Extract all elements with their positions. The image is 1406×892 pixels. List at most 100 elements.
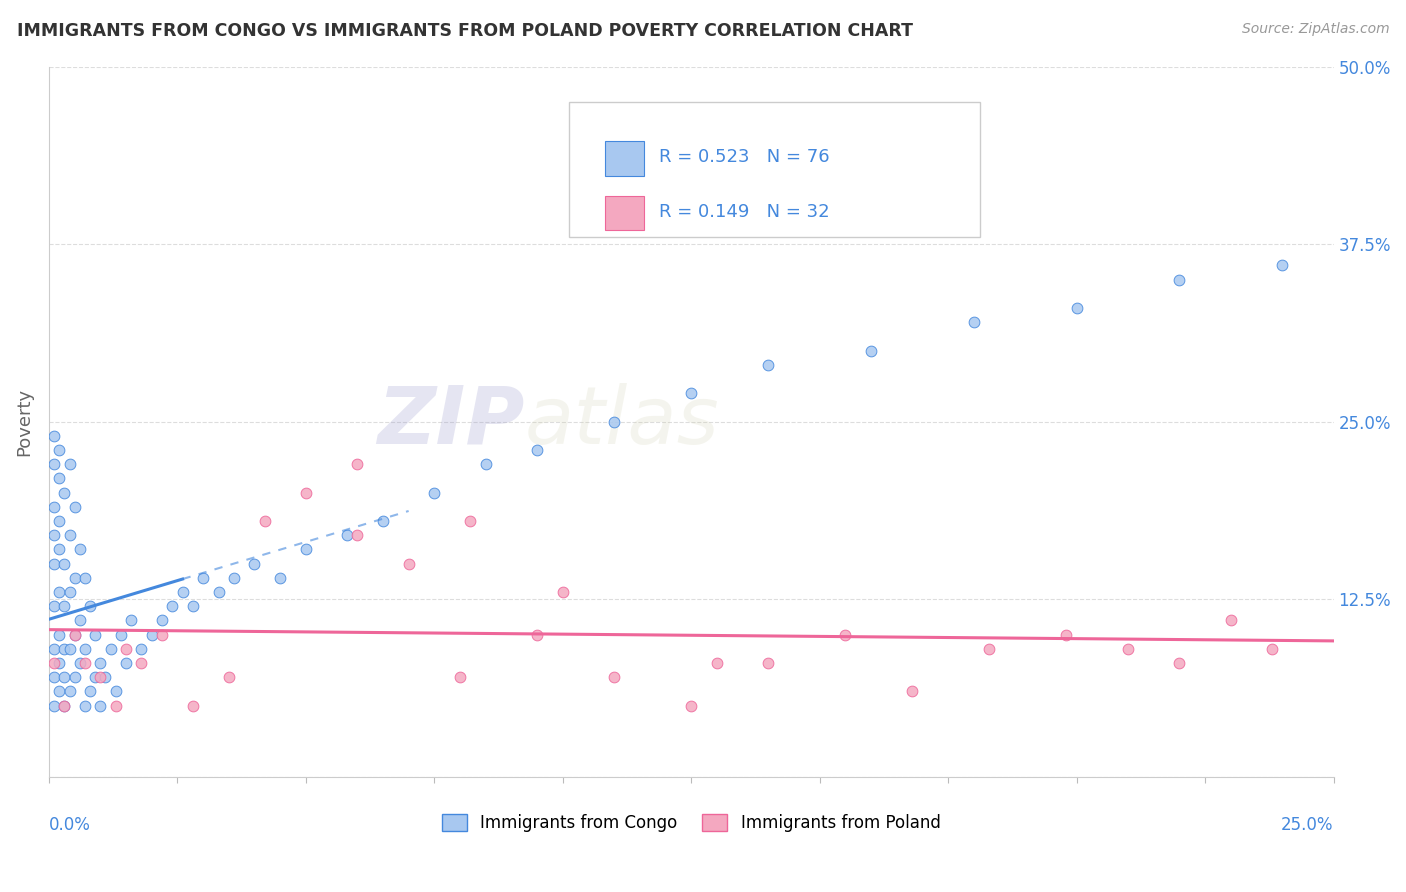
Point: [603, 415, 626, 429]
Point: [48, 471, 70, 485]
Point: [1054, 627, 1077, 641]
Point: [222, 571, 245, 585]
Point: [94, 670, 117, 684]
Point: [110, 627, 132, 641]
Point: [42, 641, 65, 656]
Point: [963, 315, 986, 329]
Point: [1374, 230, 1396, 244]
Point: [89, 656, 111, 670]
Point: [346, 457, 368, 471]
Point: [73, 698, 96, 713]
Point: [58, 684, 80, 698]
Point: [1219, 614, 1241, 628]
Point: [69, 614, 91, 628]
Text: R = 0.523   N = 76: R = 0.523 N = 76: [659, 148, 830, 167]
Point: [706, 656, 728, 670]
Point: [901, 684, 924, 698]
Point: [1261, 641, 1284, 656]
Point: [458, 514, 481, 528]
Point: [89, 698, 111, 713]
FancyBboxPatch shape: [605, 141, 644, 176]
Point: [860, 343, 883, 358]
Point: [346, 528, 368, 542]
Point: [53, 698, 76, 713]
Point: [423, 485, 446, 500]
Point: [115, 656, 138, 670]
Point: [162, 599, 184, 614]
Point: [42, 599, 65, 614]
Point: [218, 670, 240, 684]
Point: [84, 627, 107, 641]
Point: [1116, 641, 1139, 656]
Point: [79, 599, 101, 614]
Text: atlas: atlas: [524, 383, 718, 460]
Point: [756, 358, 779, 372]
Point: [131, 656, 153, 670]
Point: [681, 698, 703, 713]
Point: [181, 599, 204, 614]
Point: [191, 571, 214, 585]
Point: [42, 528, 65, 542]
Point: [53, 557, 76, 571]
Point: [42, 500, 65, 514]
Point: [73, 641, 96, 656]
Point: [69, 656, 91, 670]
Point: [58, 585, 80, 599]
Point: [104, 684, 127, 698]
Point: [69, 542, 91, 557]
Point: [63, 571, 86, 585]
Point: [73, 571, 96, 585]
Point: [603, 670, 626, 684]
Point: [58, 457, 80, 471]
Point: [1271, 259, 1294, 273]
Legend: Immigrants from Congo, Immigrants from Poland: Immigrants from Congo, Immigrants from P…: [441, 814, 941, 832]
Point: [53, 599, 76, 614]
Point: [756, 656, 779, 670]
Point: [1066, 301, 1088, 315]
Point: [150, 627, 173, 641]
Point: [42, 698, 65, 713]
Point: [48, 542, 70, 557]
Point: [58, 528, 80, 542]
Point: [48, 585, 70, 599]
Point: [551, 585, 574, 599]
Point: [207, 585, 229, 599]
Y-axis label: Poverty: Poverty: [15, 387, 32, 456]
Point: [63, 627, 86, 641]
Point: [89, 670, 111, 684]
Point: [53, 641, 76, 656]
Point: [172, 585, 194, 599]
FancyBboxPatch shape: [605, 195, 644, 230]
Text: Source: ZipAtlas.com: Source: ZipAtlas.com: [1241, 22, 1389, 37]
Point: [120, 614, 142, 628]
Point: [181, 698, 204, 713]
Point: [48, 627, 70, 641]
Point: [141, 627, 163, 641]
Point: [681, 386, 703, 401]
Point: [269, 571, 291, 585]
Point: [42, 656, 65, 670]
Point: [63, 670, 86, 684]
Point: [84, 670, 107, 684]
Point: [73, 656, 96, 670]
Point: [53, 485, 76, 500]
Point: [100, 641, 122, 656]
Text: 25.0%: 25.0%: [1281, 815, 1333, 834]
Point: [474, 457, 496, 471]
Point: [53, 670, 76, 684]
Point: [150, 614, 173, 628]
Point: [526, 442, 548, 457]
Point: [42, 429, 65, 443]
Point: [53, 698, 76, 713]
Point: [398, 557, 420, 571]
Point: [42, 457, 65, 471]
Point: [1168, 656, 1191, 670]
Point: [58, 641, 80, 656]
Point: [449, 670, 471, 684]
Text: ZIP: ZIP: [377, 383, 524, 460]
Point: [115, 641, 138, 656]
Point: [48, 514, 70, 528]
Text: IMMIGRANTS FROM CONGO VS IMMIGRANTS FROM POLAND POVERTY CORRELATION CHART: IMMIGRANTS FROM CONGO VS IMMIGRANTS FROM…: [17, 22, 912, 40]
Point: [336, 528, 359, 542]
Point: [834, 627, 856, 641]
